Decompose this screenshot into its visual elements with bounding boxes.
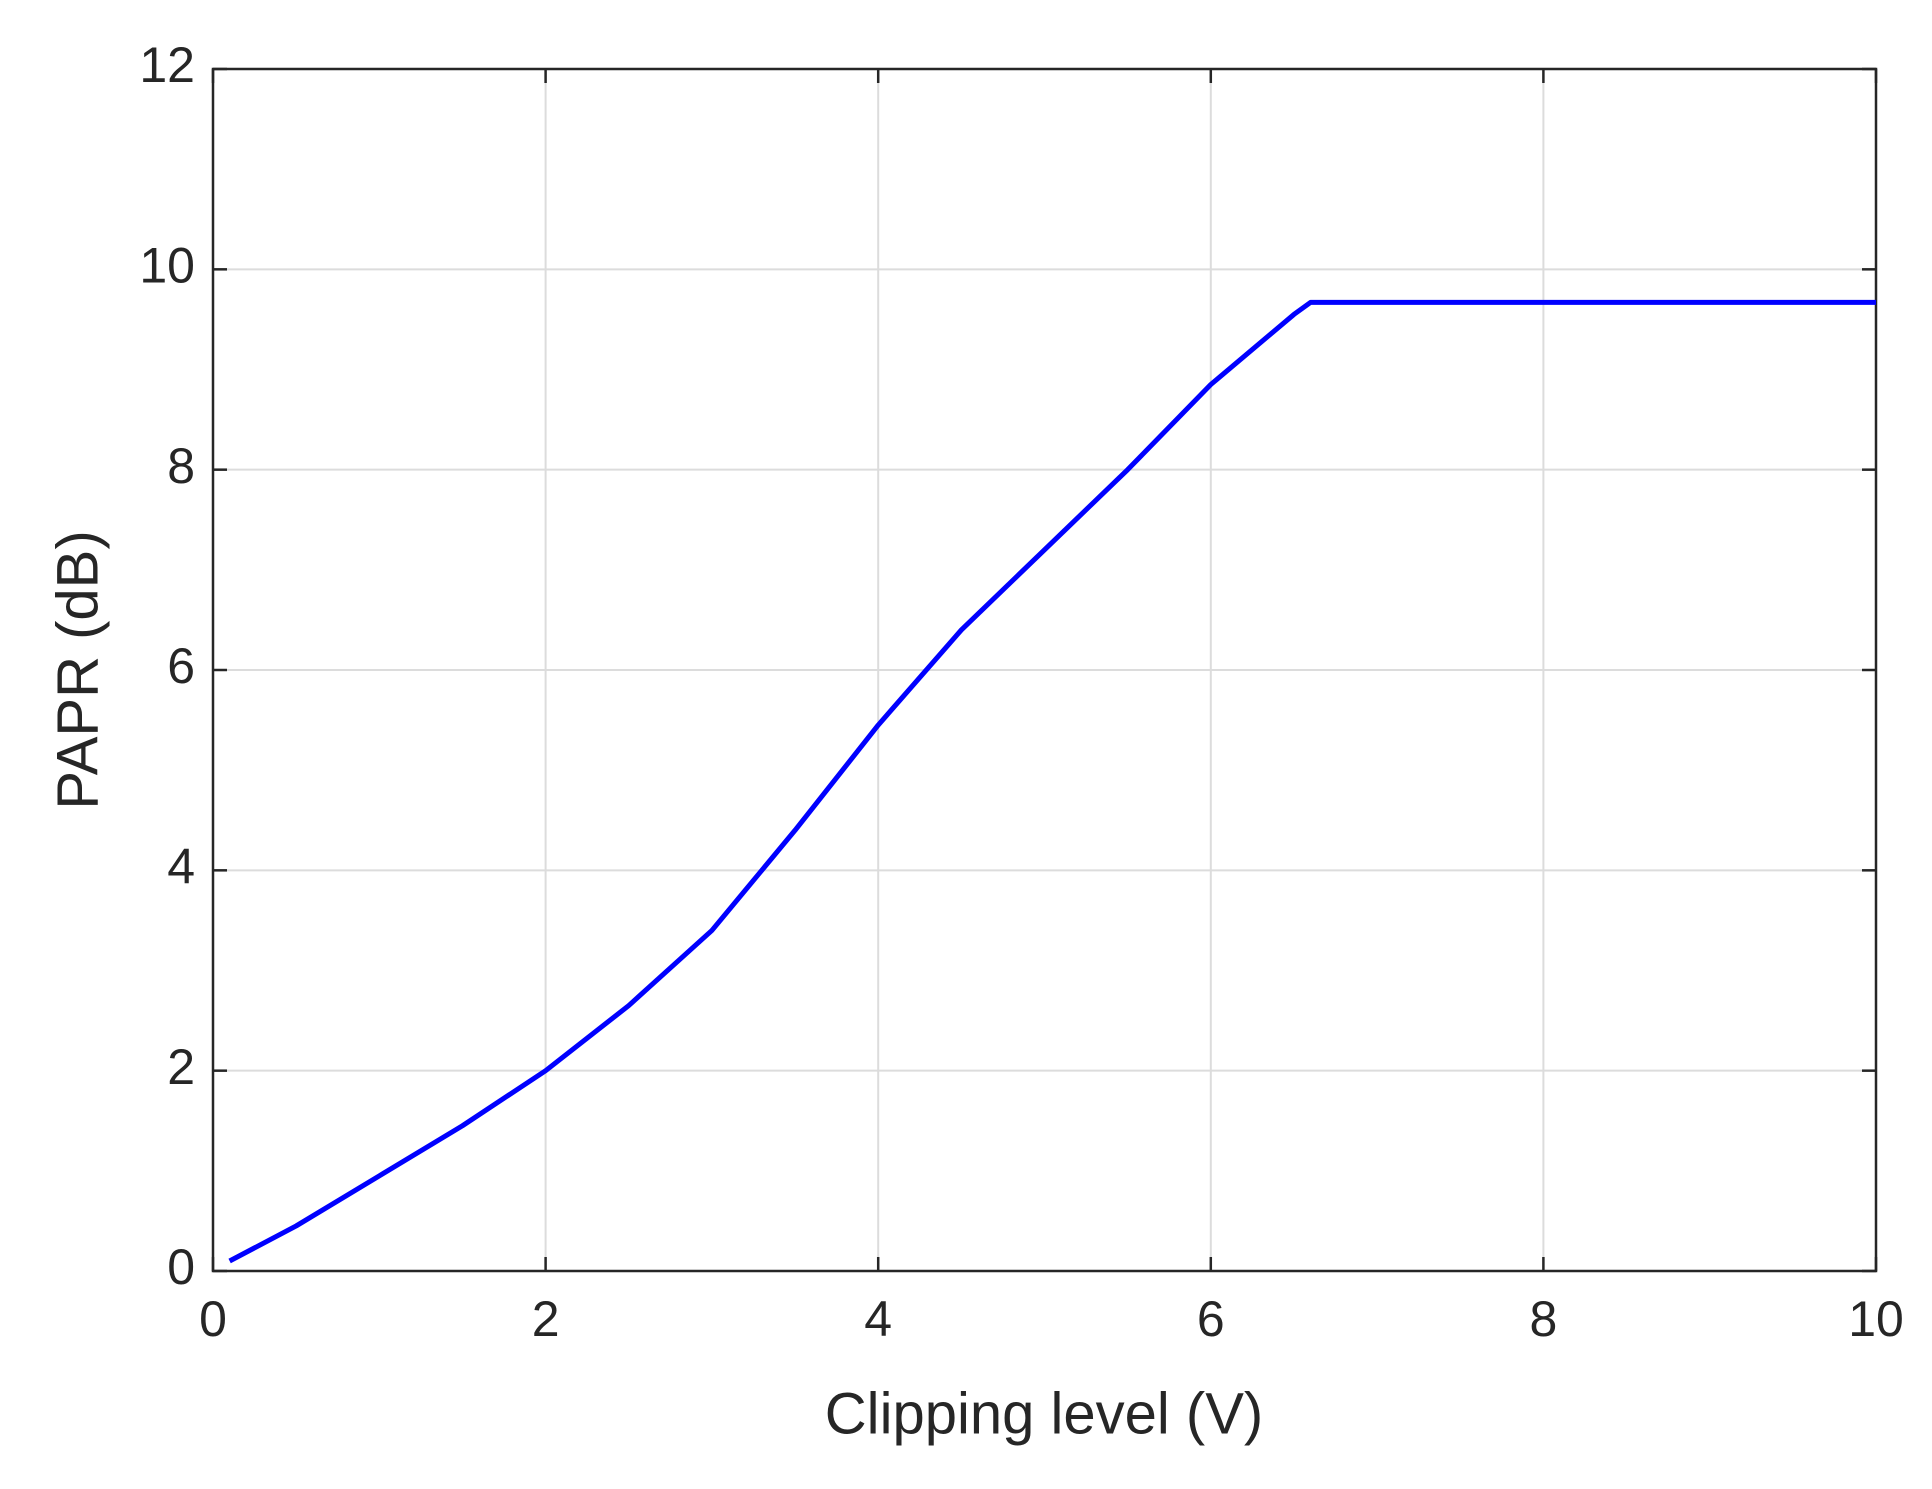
y-tick-label: 8 [167, 438, 195, 494]
x-tick-label: 6 [1197, 1291, 1225, 1347]
plot-frame [211, 67, 1878, 1273]
x-axis-label: Clipping level (V) [825, 1381, 1263, 1446]
x-tick-label: 8 [1529, 1291, 1557, 1347]
y-tick-label: 6 [167, 638, 195, 694]
x-tick-label: 0 [199, 1291, 227, 1347]
data-line [228, 299, 1876, 1264]
x-tick-label: 2 [532, 1291, 560, 1347]
y-tick-label: 12 [139, 37, 195, 93]
y-axis-label: PAPR (dB) [45, 530, 110, 809]
y-tick-label: 10 [139, 238, 195, 294]
y-tick-label: 0 [167, 1239, 195, 1295]
y-tick-label: 4 [167, 839, 195, 895]
x-tick-label: 4 [864, 1291, 892, 1347]
y-tick-label: 2 [167, 1039, 195, 1095]
x-tick-label: 10 [1848, 1291, 1904, 1347]
